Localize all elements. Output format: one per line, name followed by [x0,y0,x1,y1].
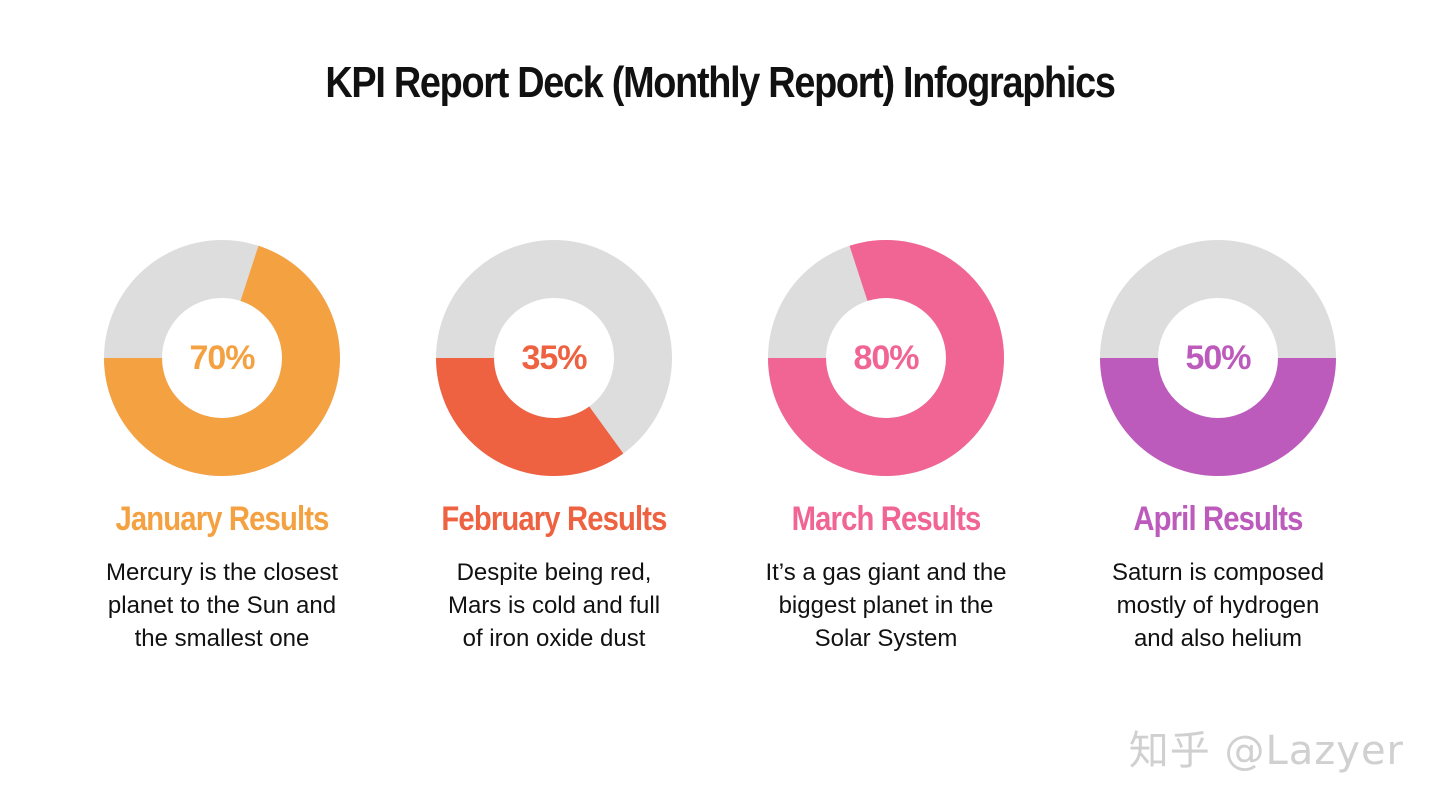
kpi-heading: April Results [1133,500,1303,538]
description-line: Mars is cold and full [447,592,661,619]
description-line: of iron oxide dust [462,625,646,652]
donut-value-segment [768,240,1004,476]
description-line: mostly of hydrogen [1116,592,1320,619]
watermark: 知乎 @Lazyer [1128,728,1404,774]
description-line: Saturn is composed [1111,559,1325,586]
description-line: Mercury is the closest [105,559,339,586]
kpi-description: Saturn is composed mostly of hydrogen an… [1066,556,1370,655]
percent-label: 50% [1185,339,1251,377]
kpi-heading: February Results [441,500,667,538]
description-line: and also helium [1133,625,1303,652]
description-line: Solar System [814,625,958,652]
donut-chart-january [104,240,340,476]
page-title: KPI Report Deck (Monthly Report) Infogra… [325,58,1115,107]
kpi-description: It’s a gas giant and the biggest planet … [734,556,1038,655]
description-line: planet to the Sun and [107,592,337,619]
kpi-heading: January Results [115,500,329,538]
kpi-description: Despite being red, Mars is cold and full… [402,556,706,655]
donut-chart-february [436,240,672,476]
description-line: biggest planet in the [778,592,994,619]
kpi-heading: March Results [791,500,982,538]
donut-value-segment [436,358,624,476]
donut-chart-april [1100,240,1336,476]
kpi-description: Mercury is the closest planet to the Sun… [70,556,374,655]
description-line: the smallest one [134,625,310,652]
percent-label: 80% [853,339,919,377]
description-line: Despite being red, [456,559,652,586]
donut-value-segment [104,245,340,476]
percent-label: 35% [521,339,587,377]
donut-chart-march [768,240,1004,476]
donut-value-segment [1100,358,1336,476]
percent-label: 70% [189,339,255,377]
description-line: It’s a gas giant and the [765,559,1007,586]
